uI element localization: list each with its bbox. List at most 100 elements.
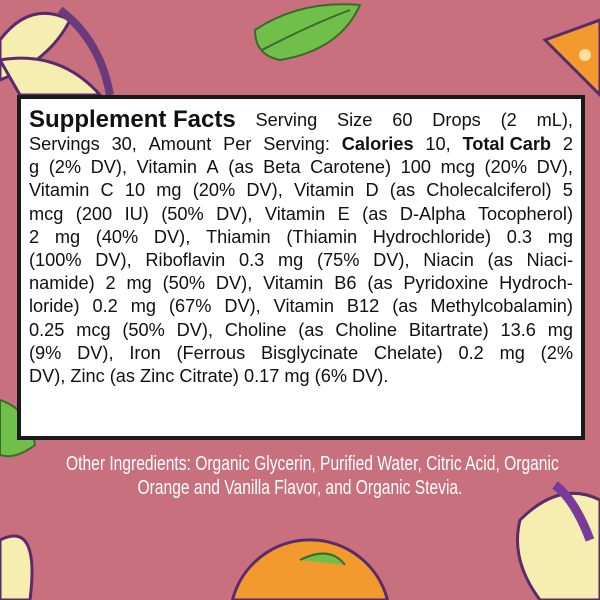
facts-word: 13.6: [500, 319, 536, 340]
other-ingredients-line: Orange and Vanilla Flavor, and Organic S…: [137, 477, 463, 499]
facts-word: Niacin: [423, 250, 474, 271]
facts-word: Pyridoxine: [403, 273, 489, 294]
facts-word: Vitamin: [29, 180, 90, 201]
facts-word: (40%: [95, 226, 139, 247]
facts-word: (as: [109, 366, 135, 387]
facts-word: (as: [487, 250, 513, 271]
facts-word: Tocopherol): [477, 203, 573, 224]
facts-word: (as: [228, 157, 254, 178]
facts-word: (as: [362, 203, 388, 224]
other-ingredients-line: Other Ingredients: Organic Glycerin, Pur…: [66, 453, 559, 475]
facts-word: D: [365, 180, 379, 201]
facts-word: (2%: [540, 342, 573, 363]
facts-line: loride) 0.2 mg (67% DV), Vitamin B12 (as…: [29, 295, 573, 318]
facts-word: mg: [54, 226, 81, 247]
facts-word: (50%: [162, 273, 206, 294]
facts-word: mcg: [76, 319, 111, 340]
other-ingredients: Other Ingredients: Organic Glycerin, Pur…: [0, 452, 600, 500]
facts-word: Serving:: [263, 134, 330, 154]
facts-line: Vitamin C 10 mg (20% DV), Vitamin D (as …: [29, 179, 573, 202]
facts-word: DV),: [215, 273, 253, 294]
facts-word: Iron: [129, 342, 161, 363]
facts-word: Serving: [255, 110, 318, 130]
facts-word: Riboflavin: [145, 250, 226, 271]
facts-word: mg: [278, 250, 304, 271]
facts-word: Bisglycinate: [261, 342, 359, 363]
facts-word: DV),: [216, 203, 253, 224]
facts-word: Servings: [29, 134, 100, 154]
facts-word: Amount: [148, 134, 212, 154]
facts-word: 0.2: [458, 342, 484, 363]
facts-word: 0.17: [243, 366, 280, 387]
facts-word: (as: [298, 319, 324, 340]
facts-word: (20%: [484, 157, 528, 178]
facts-word: Hydroch-: [499, 273, 573, 294]
facts-word: DV).: [352, 366, 389, 387]
facts-word: DV),: [77, 342, 114, 363]
facts-word: E: [337, 203, 350, 224]
facts-word: 100: [400, 157, 431, 178]
facts-word: Vitamin: [263, 273, 324, 294]
facts-word: (2: [500, 110, 517, 130]
facts-word: Vitamin: [264, 203, 326, 224]
facts-word: loride): [29, 296, 80, 317]
facts-word: DV),: [246, 180, 283, 201]
facts-word: mL),: [536, 110, 573, 130]
facts-word: Thiamin: [205, 226, 271, 247]
facts-word: DV),: [29, 366, 66, 387]
facts-word: A: [206, 157, 219, 178]
facts-word: Per: [223, 134, 252, 154]
facts-word: Carotene): [310, 157, 392, 178]
facts-word: 60: [392, 110, 413, 130]
facts-word: (50%: [122, 319, 165, 340]
facts-word: Methylcobalamin): [430, 296, 573, 317]
facts-word: Bitartrate): [408, 319, 489, 340]
facts-line: Servings 30, Amount Per Serving: Calories 10, T…: [29, 133, 573, 156]
vanilla-flower-bottom-right-icon: [516, 481, 600, 600]
facts-line: g (2% DV), Vitamin A (as Beta Carotene) …: [29, 156, 573, 179]
facts-word: 0.3: [238, 250, 265, 271]
facts-word: (50%: [161, 203, 204, 224]
facts-word: Cholecalciferol): [426, 180, 552, 201]
facts-word: (6%: [314, 366, 347, 387]
facts-word: (200: [75, 203, 113, 224]
facts-word: DV),: [153, 226, 191, 247]
facts-word: (Ferrous: [176, 342, 246, 363]
facts-word: (as: [389, 180, 416, 201]
facts-word: D-Alpha: [399, 203, 466, 224]
facts-word: mg: [126, 273, 152, 294]
facts-word: 5: [562, 180, 573, 201]
facts-line: 0.25 mcg (50% DV), Choline (as Choline B…: [29, 319, 573, 342]
facts-word: 10,: [425, 134, 451, 154]
facts-line: namide) 2 mg (50% DV), Vitamin B6 (as Py…: [29, 272, 573, 295]
facts-word: (20%: [192, 180, 236, 201]
facts-word: IU): [124, 203, 149, 224]
facts-word: 0.2: [92, 296, 118, 317]
facts-word: mcg: [29, 203, 64, 224]
facts-word: Citrate): [179, 366, 239, 387]
vanilla-flower-top-left-icon: [0, 6, 114, 97]
facts-word: C: [100, 180, 114, 201]
vanilla-flower-bottom-left-icon: [0, 534, 34, 600]
facts-word: Vitamin: [136, 157, 197, 178]
facts-word: Choline: [224, 319, 287, 340]
facts-word: DV),: [224, 296, 261, 317]
facts-word: 2: [29, 226, 40, 247]
facts-word: Hydrochloride): [372, 226, 492, 247]
supplement-facts-panel: Supplement Facts Serving Size 60 Drops (2…: [17, 95, 585, 440]
facts-word: Zinc: [140, 366, 175, 387]
facts-word: Drops: [432, 110, 481, 130]
facts-word: Choline: [335, 319, 398, 340]
facts-word: Vitamin: [273, 296, 334, 317]
facts-word: namide): [29, 273, 95, 294]
facts-word: DV),: [373, 250, 410, 271]
facts-word: 2: [562, 134, 573, 154]
facts-word: Beta: [263, 157, 301, 178]
facts-bold-label: Total Carb: [462, 134, 552, 154]
facts-bold-label: Calories: [341, 134, 414, 154]
facts-word: B6: [334, 273, 357, 294]
facts-word: DV),: [176, 319, 213, 340]
facts-word: mg: [499, 342, 525, 363]
facts-word: DV),: [536, 157, 573, 178]
facts-word: mg: [284, 366, 310, 387]
